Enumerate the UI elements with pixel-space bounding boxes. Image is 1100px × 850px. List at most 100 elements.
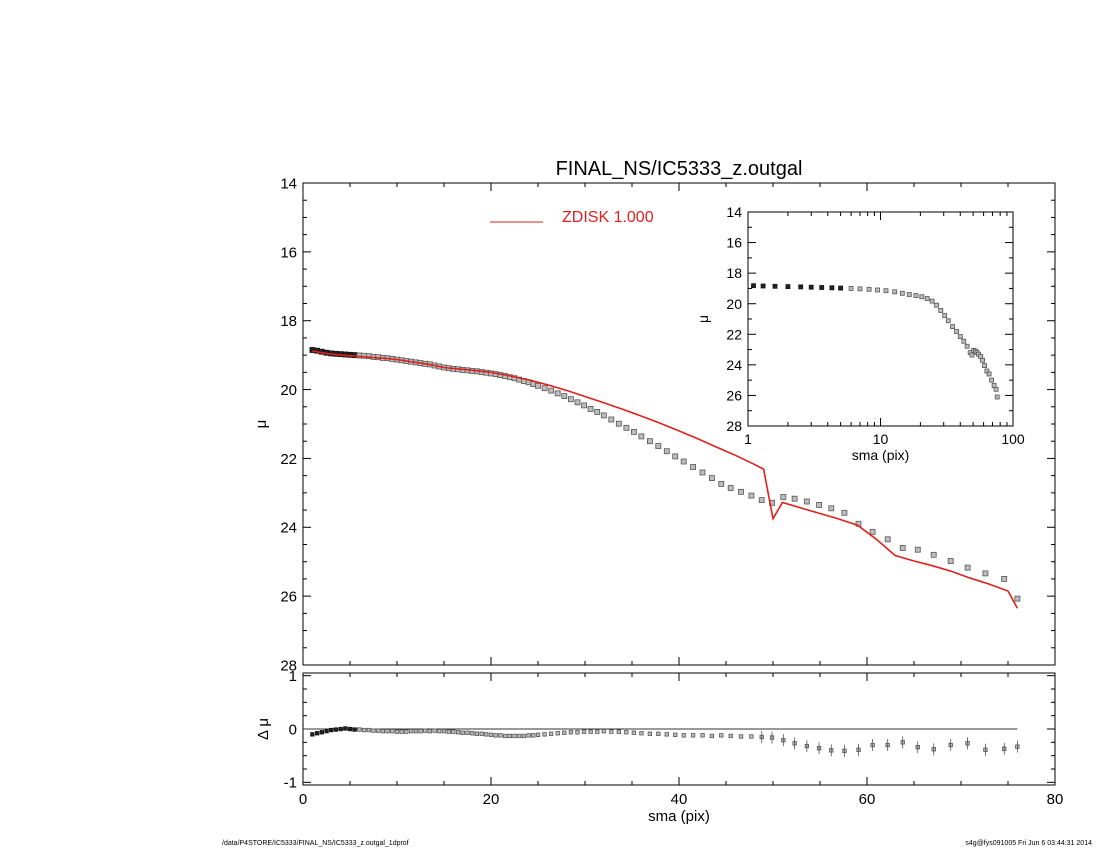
residual-data-point bbox=[673, 732, 678, 737]
main-ytick-label: 18 bbox=[280, 313, 297, 330]
residual-data-point bbox=[588, 729, 593, 734]
main-data-point bbox=[841, 509, 848, 516]
main-data-point bbox=[780, 494, 787, 500]
residual-data-point bbox=[460, 730, 465, 735]
inset-ytick-label: 16 bbox=[726, 235, 742, 251]
residual-data-point bbox=[575, 730, 580, 735]
inset-data-point bbox=[829, 285, 835, 291]
residual-data-point bbox=[526, 733, 531, 738]
residual-data-point bbox=[328, 727, 334, 733]
inset-ytick-label: 28 bbox=[726, 418, 742, 434]
main-data-point bbox=[1014, 595, 1021, 602]
inset-data-point bbox=[957, 334, 963, 340]
inset-data-point bbox=[929, 298, 935, 304]
main-data-point bbox=[738, 488, 744, 495]
residual-data-point bbox=[656, 731, 661, 736]
inset-ytick-label: 24 bbox=[726, 357, 742, 373]
residual-xtick-label: 40 bbox=[671, 791, 688, 808]
residual-data-point bbox=[749, 734, 754, 739]
inset-data-point bbox=[919, 294, 925, 300]
inset-ylabel: μ bbox=[695, 315, 711, 323]
main-legend-label: ZDISK 1.000 bbox=[562, 209, 654, 226]
residual-xtick-label: 60 bbox=[859, 791, 876, 808]
residual-data-point bbox=[502, 733, 508, 739]
inset-data-point bbox=[875, 287, 880, 293]
main-data-point bbox=[828, 505, 835, 512]
main-data-point bbox=[884, 536, 891, 543]
main-data-point bbox=[869, 528, 876, 535]
inset-data-point bbox=[785, 284, 791, 290]
inset-data-point bbox=[938, 307, 944, 313]
residual-data-point bbox=[441, 729, 447, 734]
main-data-point bbox=[587, 405, 594, 412]
residual-data-point bbox=[562, 730, 567, 735]
residual-xtick-label: 0 bbox=[299, 791, 307, 808]
inset-data-point bbox=[969, 352, 975, 358]
inset-ytick-label: 14 bbox=[726, 204, 742, 220]
inset-data-point bbox=[980, 357, 985, 363]
inset-data-point bbox=[838, 285, 843, 291]
residual-data-point bbox=[738, 734, 744, 739]
main-data-point bbox=[718, 480, 725, 487]
residual-data-point bbox=[542, 732, 547, 737]
footer-timestamp: s4g@fys091005 Fri Jun 6 03:44:31 2014 bbox=[965, 840, 1092, 847]
main-ytick-label: 26 bbox=[280, 589, 297, 606]
residual-data-point bbox=[507, 733, 513, 739]
main-data-point bbox=[748, 492, 755, 499]
residual-data-point bbox=[568, 730, 574, 735]
footer-file-path: /data/P4STORE/IC5333/FINAL_NS/IC5333_z.o… bbox=[222, 840, 409, 847]
inset-data-point bbox=[982, 363, 987, 369]
residual-data-point bbox=[601, 729, 606, 734]
residual-data-point bbox=[385, 729, 390, 734]
main-data-point bbox=[1001, 576, 1008, 582]
residual-data-point bbox=[437, 729, 442, 734]
residual-xtick-label: 20 bbox=[483, 791, 500, 808]
main-ytick-label: 16 bbox=[280, 244, 297, 261]
residual-data-point bbox=[446, 729, 451, 734]
inset-data-point bbox=[934, 302, 939, 308]
residual-data-point bbox=[728, 733, 733, 739]
inset-data-point bbox=[848, 285, 854, 291]
residual-data-point bbox=[319, 730, 325, 735]
residual-data-point bbox=[681, 733, 686, 738]
main-data-point bbox=[647, 438, 653, 445]
residual-data-point bbox=[324, 729, 329, 734]
residual-data-point bbox=[432, 728, 437, 733]
main-data-point bbox=[672, 453, 679, 460]
main-data-point bbox=[947, 558, 954, 564]
main-ytick-label: 14 bbox=[280, 175, 297, 192]
main-data-point bbox=[535, 382, 541, 389]
residual-ytick-label: 1 bbox=[289, 668, 297, 685]
inset-data-point bbox=[945, 318, 951, 324]
inset-xtick-label: 1 bbox=[744, 431, 752, 447]
inset-data-point bbox=[994, 394, 1000, 400]
main-data-point bbox=[608, 416, 615, 423]
inset-xtick-label: 100 bbox=[1001, 431, 1025, 447]
residual-xlabel: sma (pix) bbox=[648, 808, 710, 825]
main-model-line bbox=[312, 350, 1019, 609]
residual-ylabel: Δ μ bbox=[255, 718, 272, 740]
residual-data-point bbox=[709, 733, 714, 739]
residual-data-point bbox=[333, 727, 339, 732]
main-data-point bbox=[581, 402, 587, 409]
residual-data-point bbox=[357, 727, 362, 732]
residual-data-point bbox=[366, 727, 372, 733]
inset-data-point bbox=[798, 284, 804, 290]
residual-data-point bbox=[647, 731, 652, 736]
residual-data-point bbox=[314, 731, 320, 736]
main-data-point bbox=[600, 412, 607, 419]
main-data-point bbox=[623, 424, 630, 431]
main-data-point bbox=[914, 546, 921, 553]
main-title: FINAL_NS/IC5333_z.outgal bbox=[556, 158, 803, 180]
residual-data-point bbox=[484, 732, 489, 737]
residual-xtick-label: 80 bbox=[1047, 791, 1064, 808]
main-data-point bbox=[615, 420, 622, 427]
inset-ytick-label: 26 bbox=[726, 387, 742, 403]
residual-data-point bbox=[595, 729, 600, 734]
main-data-point bbox=[964, 564, 971, 571]
residual-data-point bbox=[488, 732, 494, 737]
inset-data-point bbox=[857, 286, 863, 292]
main-data-point bbox=[930, 551, 937, 558]
main-data-point bbox=[680, 458, 687, 465]
